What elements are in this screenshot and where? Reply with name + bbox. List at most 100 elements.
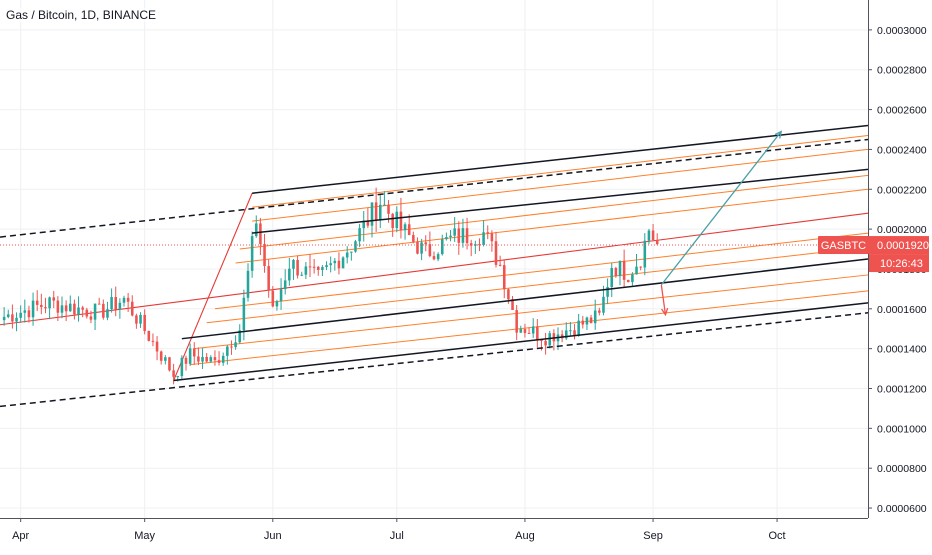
candle-body <box>197 356 200 362</box>
channel-line <box>0 138 869 238</box>
projection-arrow-up <box>660 131 782 286</box>
candle-body <box>77 307 80 315</box>
fib-level-line <box>252 148 869 222</box>
candle-body <box>31 300 35 318</box>
candle-body <box>11 314 14 322</box>
candle-body <box>242 297 246 331</box>
chart-title: Gas / Bitcoin, 1D, BINANCE <box>6 8 157 22</box>
y-tick-label: 0.0003000 <box>877 25 927 37</box>
candle-body <box>213 357 217 361</box>
candle-body <box>374 202 378 220</box>
y-tick-label: 0.0002600 <box>877 105 927 117</box>
candle-body <box>420 242 423 254</box>
candle-body <box>639 266 642 268</box>
candle-body <box>246 270 250 298</box>
candle-body <box>515 310 518 333</box>
candle-body <box>44 307 47 309</box>
candle-body <box>321 267 324 270</box>
candle-body <box>536 326 539 340</box>
candle-body <box>139 314 142 324</box>
candle-body <box>89 316 93 320</box>
countdown-badge-value: 10:26:43 <box>880 258 923 270</box>
candle-body <box>655 239 659 245</box>
fib-level-line <box>235 188 869 264</box>
y-tick-label: 0.0000600 <box>877 503 927 515</box>
candle-body <box>250 236 254 271</box>
candle-body <box>180 357 184 377</box>
candle-body <box>345 252 349 258</box>
candle-body <box>23 310 27 313</box>
symbol-badge <box>818 236 869 255</box>
candle-body <box>490 233 494 242</box>
candle-body <box>478 244 481 246</box>
arrow-head-up <box>774 130 783 139</box>
candle-body <box>217 360 221 363</box>
candle-body <box>651 230 655 240</box>
candle-body <box>453 228 456 236</box>
candle-body <box>482 232 485 245</box>
candle-body <box>407 224 411 236</box>
x-tick-label: Jun <box>264 530 282 542</box>
candle-body <box>68 303 72 312</box>
price-badge-value: 0.0001920 <box>877 240 929 252</box>
candle-body <box>151 340 155 342</box>
candle-body <box>308 266 312 268</box>
y-tick-label: 0.0001400 <box>877 344 927 356</box>
candle-body <box>593 310 597 324</box>
candle-body <box>635 266 638 275</box>
y-tick-label: 0.0002800 <box>877 65 927 77</box>
candle-body <box>428 244 432 257</box>
candle-body <box>35 300 39 305</box>
channel-line <box>252 168 869 234</box>
candle-body <box>106 309 109 318</box>
candle-body <box>362 220 366 229</box>
candle-body <box>507 289 510 300</box>
candle-body <box>155 341 159 352</box>
candle-body <box>40 304 43 308</box>
candle-body <box>312 266 316 268</box>
candle-body <box>494 241 498 265</box>
candle-body <box>110 297 113 310</box>
candle-body <box>523 329 527 334</box>
arrow-head-down <box>661 307 669 317</box>
candle-body <box>15 317 18 322</box>
candle-body <box>350 251 353 253</box>
candle-body <box>391 213 394 229</box>
candle-body <box>325 265 328 268</box>
candle-body <box>230 346 233 348</box>
candles <box>2 187 659 385</box>
candle-body <box>192 348 196 357</box>
y-tick-label: 0.0001000 <box>877 423 927 435</box>
candle-body <box>130 301 134 316</box>
candle-body <box>416 241 419 254</box>
candle-body <box>316 266 320 270</box>
candle-body <box>184 357 188 364</box>
y-tick-label: 0.0000800 <box>877 463 927 475</box>
candle-body <box>573 330 576 336</box>
candle-body <box>383 204 386 206</box>
candle-body <box>333 260 337 264</box>
candle-body <box>337 260 341 269</box>
candle-body <box>474 244 477 246</box>
candle-body <box>519 329 523 333</box>
x-tick-label: May <box>134 530 155 542</box>
y-tick-label: 0.0002000 <box>877 224 927 236</box>
candle-body <box>577 320 580 336</box>
candle-body <box>205 356 208 362</box>
candle-body <box>354 241 357 252</box>
fib-level-line <box>214 232 869 310</box>
candle-body <box>581 320 585 325</box>
candle-body <box>432 256 436 260</box>
candle-body <box>403 224 407 231</box>
drawings <box>0 124 869 408</box>
candle-body <box>221 355 225 363</box>
x-tick-label: Jul <box>390 530 404 542</box>
candle-body <box>234 342 237 348</box>
candle-body <box>188 348 192 364</box>
candle-body <box>172 370 175 377</box>
candle-body <box>126 297 130 302</box>
projection-arrow-down <box>660 284 667 315</box>
